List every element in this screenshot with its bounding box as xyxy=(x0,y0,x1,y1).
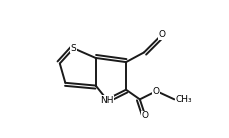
Text: CH₃: CH₃ xyxy=(175,95,191,104)
Text: S: S xyxy=(71,44,76,53)
Text: O: O xyxy=(141,111,148,120)
Text: NH: NH xyxy=(100,95,113,105)
Text: O: O xyxy=(158,30,165,39)
Text: O: O xyxy=(152,87,159,96)
